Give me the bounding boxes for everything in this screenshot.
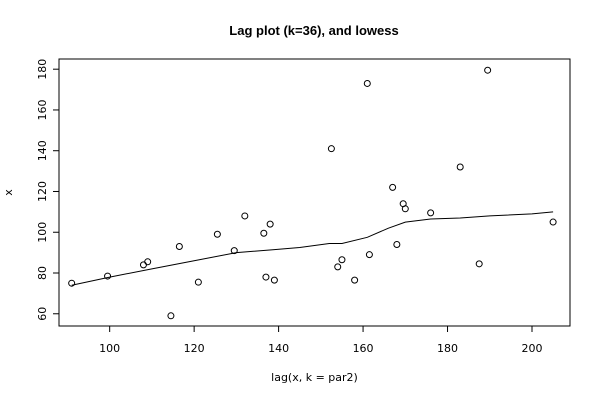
point-6	[194, 278, 202, 286]
chart-title: Lag plot (k=36), and lowess	[229, 23, 398, 38]
y-axis: 60 80 100 120 140 160 180	[36, 59, 59, 321]
x-axis: 100 120 140 160 180 200	[99, 326, 542, 355]
x-tick-label-160: 160	[353, 342, 374, 355]
x-tick-label-200: 200	[521, 342, 542, 355]
point-8	[230, 247, 238, 255]
point-3	[144, 258, 152, 266]
point-11	[262, 273, 270, 281]
point-14	[327, 145, 335, 153]
x-axis-label: lag(x, k = par2)	[271, 371, 358, 384]
plot-frame	[58, 58, 571, 327]
point-15	[334, 263, 342, 271]
point-4	[167, 312, 175, 320]
point-19	[365, 251, 373, 259]
point-21	[393, 240, 401, 248]
y-tick-label-120: 120	[36, 181, 49, 202]
x-tick-label-120: 120	[184, 342, 205, 355]
scatter-points	[68, 66, 557, 320]
point-28	[549, 218, 557, 226]
point-13	[270, 276, 278, 284]
point-24	[427, 209, 435, 217]
y-tick-label-100: 100	[36, 222, 49, 243]
y-tick-label-80: 80	[36, 266, 49, 280]
point-18	[363, 79, 371, 87]
point-26	[475, 260, 483, 268]
point-20	[389, 183, 397, 191]
point-25	[456, 163, 464, 171]
y-tick-label-60: 60	[36, 307, 49, 321]
point-23	[401, 205, 409, 213]
x-tick-label-180: 180	[437, 342, 458, 355]
y-tick-label-180: 180	[36, 59, 49, 80]
point-2	[139, 261, 147, 269]
y-tick-label-140: 140	[36, 140, 49, 161]
point-17	[351, 276, 359, 284]
point-0	[68, 279, 76, 287]
lowess-line	[71, 211, 554, 286]
point-1	[104, 272, 112, 280]
point-27	[484, 66, 492, 74]
point-7	[213, 230, 221, 238]
point-12	[266, 220, 274, 228]
x-tick-label-140: 140	[268, 342, 289, 355]
point-10	[260, 229, 268, 237]
y-tick-label-160: 160	[36, 99, 49, 120]
point-9	[241, 212, 249, 220]
x-tick-label-100: 100	[99, 342, 120, 355]
point-5	[175, 243, 183, 251]
y-axis-label: x	[2, 189, 15, 196]
point-16	[338, 256, 346, 264]
